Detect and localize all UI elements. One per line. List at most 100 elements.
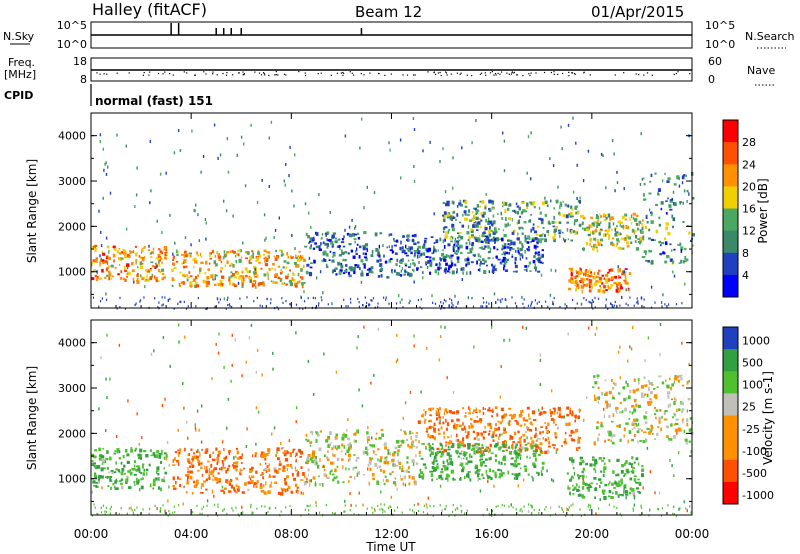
heatmap-cell [331,302,333,306]
heatmap-cell [480,225,482,229]
heatmap-cell [486,474,488,477]
heatmap-cell [541,461,545,465]
heatmap-cell [133,280,135,284]
heatmap-cell [149,449,152,453]
heatmap-cell [573,472,576,476]
heatmap-cell [353,439,357,443]
heatmap-cell [108,249,110,254]
heatmap-cell [522,209,526,213]
heatmap-cell [615,281,618,285]
heatmap-cell [280,510,282,513]
heatmap-cell [535,258,539,261]
heatmap-cell [135,447,138,450]
heatmap-cell [428,444,432,449]
heatmap-cell [126,253,130,258]
heatmap-cell [545,300,547,303]
heatmap-cell [336,245,340,248]
heatmap-cell [484,450,488,452]
heatmap-cell [298,280,301,284]
heatmap-cell [603,462,606,465]
heatmap-cell [549,408,552,412]
heatmap-cell [390,495,392,499]
heatmap-cell [300,268,303,272]
heatmap-cell [654,301,656,304]
heatmap-cell [493,292,496,296]
heatmap-cell [369,457,371,460]
heatmap-cell [522,417,526,422]
heatmap-cell [647,427,649,430]
heatmap-cell [200,462,203,465]
heatmap-cell [309,240,312,243]
heatmap-cell [134,205,136,208]
heatmap-cell [173,151,176,155]
heatmap-cell [642,193,645,197]
heatmap-cell [198,271,201,275]
heatmap-cell [364,450,368,454]
heatmap-cell [136,166,138,170]
heatmap-cell [502,431,506,434]
heatmap-cell [559,413,561,418]
heatmap-cell [658,241,661,244]
heatmap-cell [374,437,378,440]
heatmap-cell [119,306,121,309]
heatmap-cell [278,216,280,220]
heatmap-cell [515,444,518,448]
heatmap-cell [273,236,275,239]
heatmap-cell [491,239,494,242]
heatmap-cell [670,424,672,427]
heatmap-cell [266,465,269,468]
heatmap-cell [274,273,279,277]
heatmap-cell [102,147,104,151]
heatmap-cell [160,452,163,456]
heatmap-cell [475,212,477,215]
heatmap-cell [239,468,241,472]
heatmap-cell [344,433,348,438]
heatmap-cell [640,392,644,397]
heatmap-cell [326,437,331,440]
heatmap-cell [174,451,178,454]
heatmap-cell [148,512,150,515]
heatmap-cell [676,431,678,435]
heatmap-cell [503,338,505,342]
heatmap-cell [376,481,380,485]
heatmap-cell [533,453,537,458]
heatmap-cell [369,444,372,447]
heatmap-cell [404,252,408,255]
heatmap-cell [607,278,610,282]
heatmap-cell [232,282,235,286]
heatmap-cell [492,257,494,260]
heatmap-cell [445,231,448,235]
heatmap-cell [144,279,147,283]
heatmap-cell [417,420,421,425]
heatmap-cell [300,479,304,481]
heatmap-cell [594,459,597,462]
heatmap-cell [519,444,522,448]
heatmap-cell [308,242,310,244]
heatmap-cell [245,445,248,448]
heatmap-cell [583,227,588,232]
heatmap-cell [192,511,194,514]
heatmap-cell [661,381,665,385]
heatmap-cell [555,423,557,426]
heatmap-cell [186,478,189,482]
heatmap-cell [464,412,467,414]
heatmap-cell [600,243,603,247]
heatmap-cell [235,484,238,487]
heatmap-cell [94,248,97,252]
heatmap-cell [342,272,346,275]
heatmap-cell [149,139,151,143]
heatmap-cell [523,221,527,224]
heatmap-cell [126,460,130,464]
heatmap-cell [98,457,102,461]
heatmap-cell [617,281,621,286]
heatmap-cell [635,481,639,484]
heatmap-cell [616,506,618,509]
heatmap-cell [308,272,313,277]
heatmap-cell [630,214,633,219]
heatmap-cell [499,299,501,302]
heatmap-cell [538,256,540,260]
nave-point [353,74,355,76]
heatmap-cell [616,411,618,414]
heatmap-cell [372,511,374,514]
